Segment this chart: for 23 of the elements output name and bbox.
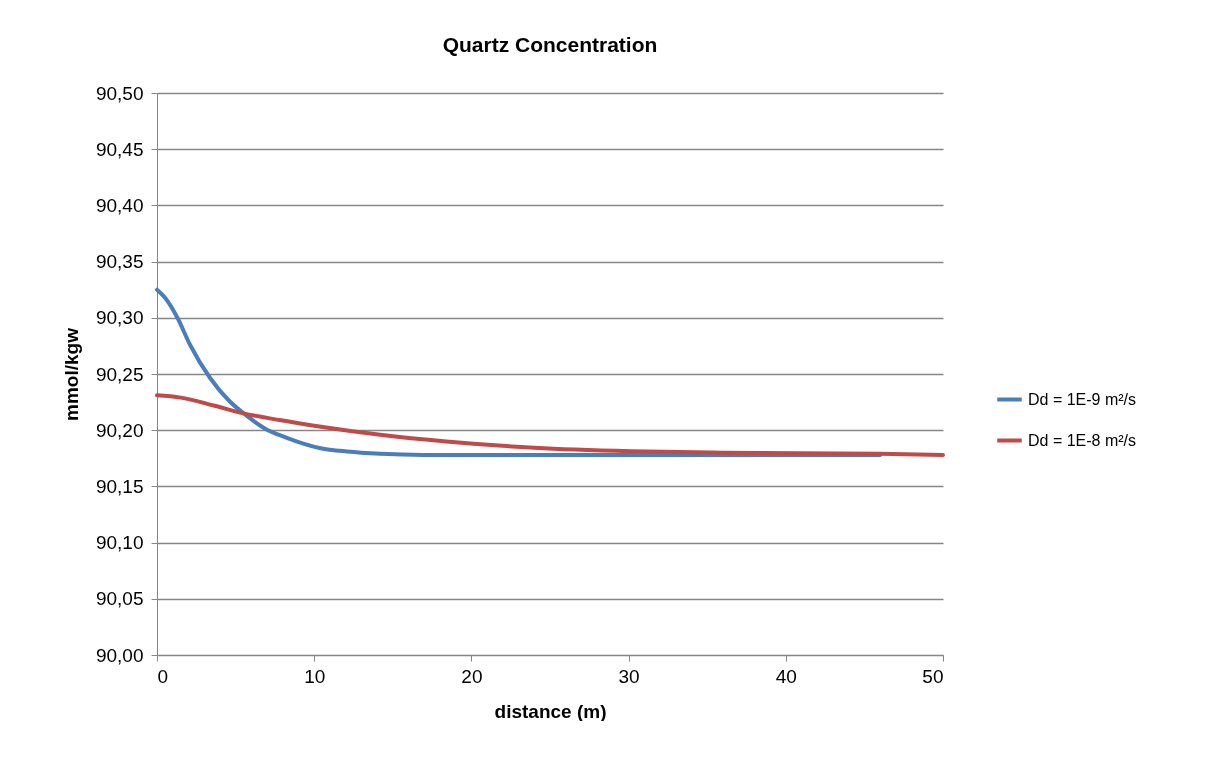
y-tick-label: 90,40	[95, 194, 144, 216]
y-tick-label: 90,20	[95, 419, 144, 441]
y-tick-label: 90,45	[95, 138, 144, 160]
line-series	[155, 393, 945, 457]
y-tick-label: 90,00	[95, 644, 144, 666]
x-tick-label: 50	[922, 665, 944, 687]
x-tick-label: 30	[618, 665, 640, 687]
y-tick-label: 90,25	[95, 363, 144, 385]
x-tick-label: 20	[461, 665, 483, 687]
y-tick-label: 90,35	[95, 251, 144, 273]
y-tick-label: 90,30	[95, 307, 144, 329]
x-tick-label: 0	[157, 665, 169, 687]
x-axis-title: distance (m)	[494, 700, 607, 722]
y-tick-label: 90,05	[95, 588, 144, 610]
y-axis-title: mmol/kgw	[60, 327, 82, 421]
x-tick-label: 40	[775, 665, 797, 687]
chart-title: Quartz Concentration	[442, 33, 658, 56]
legend-label: Dd = 1E-9 m²/s	[1028, 390, 1137, 408]
y-tick-label: 90,10	[95, 532, 144, 554]
x-tick-label: 10	[304, 665, 326, 687]
y-tick-label: 90,50	[95, 82, 144, 104]
y-tick-label: 90,15	[95, 475, 144, 497]
legend-label: Dd = 1E-8 m²/s	[1028, 431, 1137, 449]
